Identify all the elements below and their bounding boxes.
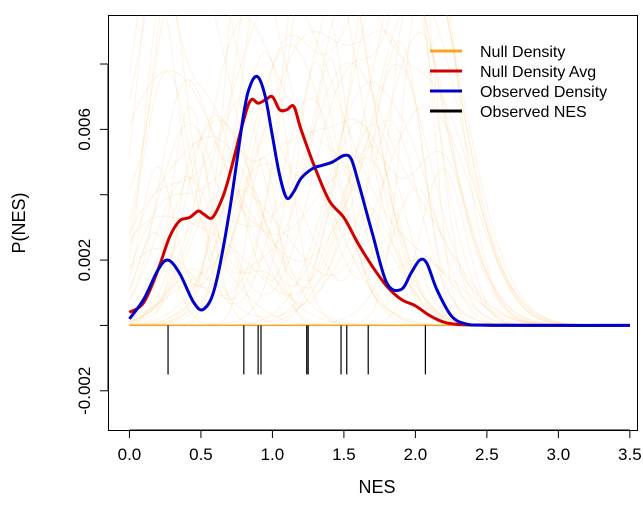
x-tick-label: 1.0	[261, 445, 285, 464]
legend-label: Null Density	[480, 44, 565, 61]
series-line-observed-density	[128, 74, 630, 327]
y-axis-label: P(NES)	[9, 192, 29, 253]
null-density-curve	[128, 15, 627, 326]
y-axis: -0.002 0.002 0.006	[75, 63, 109, 415]
legend-label: Observed Density	[480, 84, 607, 101]
observed-nes-rug	[167, 325, 426, 375]
null-density-curve	[129, 15, 627, 326]
x-tick-label: 0.0	[118, 445, 142, 464]
x-axis-label: NES	[358, 477, 395, 497]
series-layer	[128, 74, 630, 327]
null-density-curve	[129, 15, 627, 326]
plot-frame	[108, 15, 638, 431]
series-line-null-density-avg	[128, 94, 630, 327]
null-density-curve	[129, 15, 627, 326]
x-axis: 0.0 0.5 1.0 1.5 2.0 2.5 3.0 3.5	[118, 429, 642, 464]
x-tick-label: 0.5	[189, 445, 213, 464]
null-density-curve	[129, 104, 627, 326]
legend: Null Density Null Density Avg Observed Den…	[430, 44, 607, 121]
y-tick-label: 0.006	[75, 108, 94, 151]
x-tick-label: 3.0	[547, 445, 571, 464]
legend-label: Observed NES	[480, 104, 587, 121]
legend-label: Null Density Avg	[480, 64, 596, 81]
x-tick-label: 3.5	[618, 445, 642, 464]
x-tick-label: 2.5	[475, 445, 499, 464]
x-tick-label: 2.0	[404, 445, 428, 464]
y-tick-label: -0.002	[75, 367, 94, 415]
y-tick-label: 0.002	[75, 239, 94, 282]
null-density-curve	[129, 15, 627, 326]
null-density-curve	[129, 15, 627, 326]
x-tick-label: 1.5	[332, 445, 356, 464]
null-density-curve	[129, 15, 627, 326]
